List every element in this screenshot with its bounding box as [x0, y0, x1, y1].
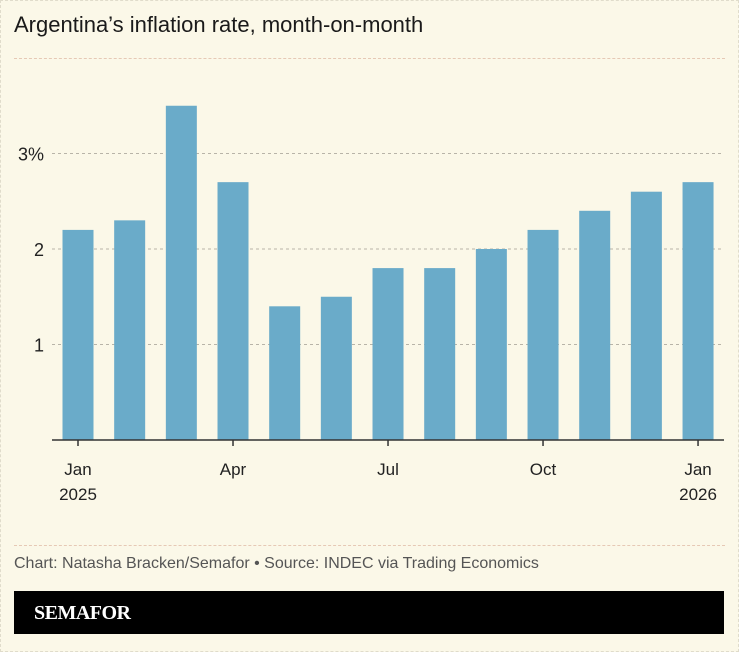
top-divider: [14, 58, 725, 59]
bar-nov-2025: [579, 210, 611, 440]
bar-chart: 1 2 3% Jan 2025 Apr Jul Oct Jan 2026: [18, 105, 724, 504]
bar-jan-2026: [682, 182, 714, 440]
bar-apr-2025: [217, 182, 249, 440]
x-tick-label: Jul: [377, 460, 399, 479]
bottom-divider: [14, 545, 725, 546]
bar-dec-2025: [630, 191, 662, 440]
bar-feb-2025: [114, 220, 146, 440]
x-tick-year-label: 2025: [59, 485, 97, 504]
bar-oct-2025: [527, 229, 559, 440]
bar-jun-2025: [320, 296, 352, 440]
bar-may-2025: [269, 306, 301, 440]
bar-jul-2025: [372, 268, 404, 440]
x-tick-year-label: 2026: [679, 485, 717, 504]
bar-mar-2025: [165, 105, 197, 440]
x-tick-label: Apr: [220, 460, 247, 479]
x-tick-label: Oct: [530, 460, 557, 479]
bar-sep-2025: [475, 249, 507, 440]
x-tick-label: Jan: [684, 460, 711, 479]
x-tick-label: Jan: [64, 460, 91, 479]
y-tick-label: 3%: [18, 145, 44, 165]
y-tick-label: 1: [34, 336, 44, 356]
y-tick-label: 2: [34, 240, 44, 260]
source-credit: Chart: Natasha Bracken/Semafor • Source:…: [14, 555, 539, 572]
bar-jan-2025: [62, 229, 94, 440]
chart-title: Argentina’s inflation rate, month-on-mon…: [14, 12, 424, 37]
bar-aug-2025: [424, 268, 456, 440]
brand-bar: SEMAFOR: [14, 591, 724, 634]
semafor-logo: SEMAFOR: [34, 602, 131, 624]
